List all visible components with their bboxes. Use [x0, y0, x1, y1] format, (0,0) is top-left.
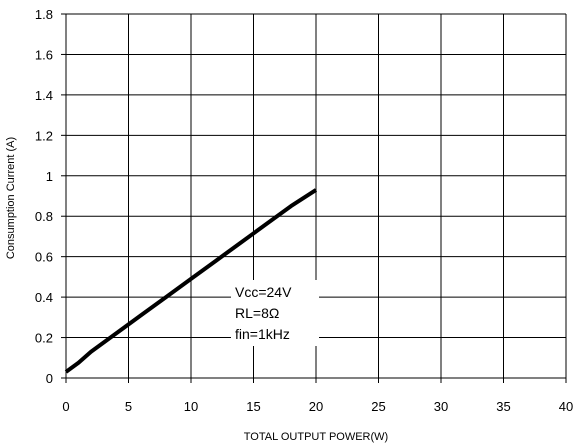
grid — [61, 13, 567, 383]
x-tick-label-3: 15 — [246, 399, 260, 414]
y-tick-labels: 0 0.2 0.4 0.6 0.8 1 1.2 1.4 1.6 1.8 — [35, 7, 53, 386]
annotation-vcc: Vcc=24V — [235, 284, 292, 300]
x-tick-label-4: 20 — [309, 399, 323, 414]
y-tick-label-1: 0.2 — [35, 331, 53, 346]
x-tick-label-7: 35 — [496, 399, 510, 414]
y-tick-label-0: 0 — [46, 371, 53, 386]
y-tick-label-6: 1.2 — [35, 128, 53, 143]
y-tick-label-4: 0.8 — [35, 209, 53, 224]
y-tick-label-8: 1.6 — [35, 47, 53, 62]
x-tick-label-2: 10 — [184, 399, 198, 414]
y-tick-label-5: 1 — [46, 169, 53, 184]
x-tick-label-1: 5 — [125, 399, 132, 414]
x-tick-labels: 0 5 10 15 20 25 30 35 40 — [62, 399, 573, 414]
annotation-fin: fin=1kHz — [235, 326, 290, 342]
y-tick-label-9: 1.8 — [35, 7, 53, 22]
y-tick-label-2: 0.4 — [35, 290, 53, 305]
x-tick-label-8: 40 — [559, 399, 573, 414]
annotation-rl: RL=8Ω — [235, 305, 279, 321]
x-tick-label-0: 0 — [62, 399, 69, 414]
x-axis-title: TOTAL OUTPUT POWER(W) — [244, 431, 388, 443]
y-tick-label-3: 0.6 — [35, 250, 53, 265]
annotation-box — [231, 280, 319, 346]
series-line — [64, 188, 318, 374]
x-tick-label-6: 30 — [434, 399, 448, 414]
x-tick-label-5: 25 — [371, 399, 385, 414]
y-tick-label-7: 1.4 — [35, 88, 53, 103]
y-axis-title: Consumption Current (A) — [5, 137, 17, 259]
